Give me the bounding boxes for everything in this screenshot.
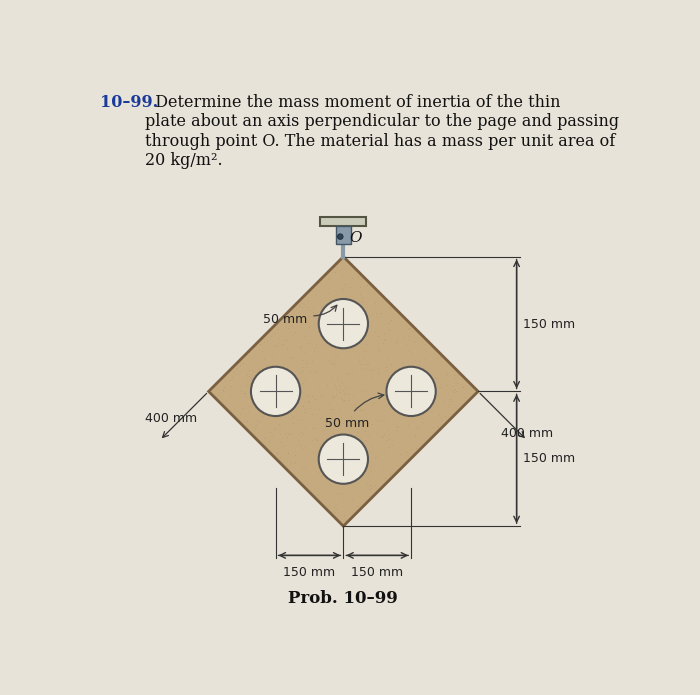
Text: 150 mm: 150 mm — [351, 566, 403, 579]
Polygon shape — [209, 256, 478, 526]
Circle shape — [318, 299, 368, 348]
Text: 400 mm: 400 mm — [501, 427, 553, 440]
Text: 10–99.: 10–99. — [100, 95, 158, 111]
Text: 50 mm: 50 mm — [263, 313, 308, 326]
Text: 20 kg/m².: 20 kg/m². — [146, 152, 223, 169]
Text: through point O. The material has a mass per unit area of: through point O. The material has a mass… — [146, 133, 616, 149]
Circle shape — [337, 234, 343, 239]
Text: 400 mm: 400 mm — [145, 412, 197, 425]
Circle shape — [318, 434, 368, 484]
Bar — [336, 226, 351, 245]
Text: 50 mm: 50 mm — [325, 417, 370, 430]
Text: Prob. 10–99: Prob. 10–99 — [288, 590, 398, 607]
Text: Determine the mass moment of inertia of the thin: Determine the mass moment of inertia of … — [146, 95, 561, 111]
Circle shape — [386, 367, 435, 416]
Text: O: O — [349, 231, 362, 245]
Text: 150 mm: 150 mm — [523, 452, 575, 465]
Text: 150 mm: 150 mm — [284, 566, 335, 579]
FancyBboxPatch shape — [321, 217, 367, 226]
Text: 150 mm: 150 mm — [523, 318, 575, 331]
Circle shape — [251, 367, 300, 416]
Text: plate about an axis perpendicular to the page and passing: plate about an axis perpendicular to the… — [146, 113, 620, 131]
